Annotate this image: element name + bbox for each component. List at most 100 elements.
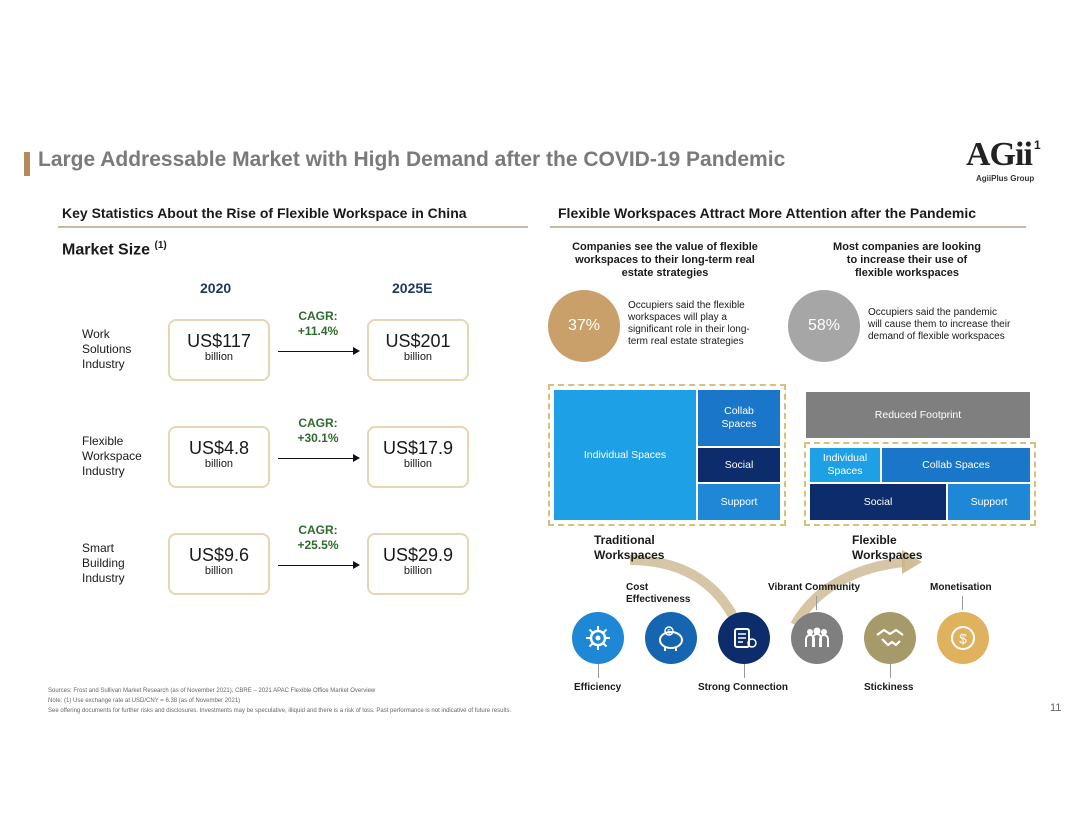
growth-arrow [278, 454, 360, 462]
value-unit: billion [403, 351, 433, 363]
ws-label-line: Workspaces [852, 548, 923, 562]
cagr-value: +25.5% [297, 538, 339, 552]
stat-desc-line: Occupiers said the pandemic [868, 307, 997, 318]
stat-desc-line: Occupiers said the flexible [628, 300, 745, 311]
industry-label-line: Workspace [82, 449, 142, 463]
footnote-disclaimer: See offering documents for further risks… [48, 708, 512, 714]
flexible-workspace-diagram [804, 442, 1036, 526]
efficiency-label: Efficiency [574, 682, 622, 693]
stat-description-1: Occupiers said the flexible workspaces w… [628, 300, 750, 348]
cagr-title: CAGR: [298, 523, 338, 537]
stat-desc-line: demand of flexible workspaces [868, 331, 1005, 342]
flexible-workspaces-label: Flexible Workspaces [852, 533, 922, 563]
value-box-2025: US$201 billion [367, 319, 469, 381]
value-box-2020: US$117 billion [168, 319, 270, 381]
industry-label-line: Building [82, 556, 125, 570]
connector-line [598, 664, 599, 678]
stat-heading-1: Companies see the value of flexible work… [556, 241, 774, 280]
growth-arrow [278, 561, 360, 569]
stat-circle-37: 37% [548, 290, 620, 362]
collab-line: Spaces [721, 418, 757, 430]
left-heading-divider [58, 226, 528, 228]
year-2025-header: 2025E [392, 280, 433, 296]
stat-desc-line: workspaces will play a [628, 312, 727, 323]
strong-connection-label: Strong Connection [698, 682, 788, 693]
value-amount: US$9.6 [188, 545, 250, 565]
value-unit: billion [204, 565, 234, 577]
stat-heading-2: Most companies are looking to increase t… [800, 241, 1014, 280]
industry-label: Flexible Workspace Industry [82, 434, 142, 479]
cagr-value: +11.4% [297, 324, 339, 338]
growth-arrow [278, 347, 360, 355]
traditional-arrow [629, 555, 740, 623]
stat-desc-line: term real estate strategies [628, 336, 744, 347]
stat-heading-line: estate strategies [621, 267, 709, 279]
flexible-arrow [790, 557, 906, 628]
value-amount: US$4.8 [188, 438, 250, 458]
support-block: Support [698, 484, 780, 520]
year-2020-header: 2020 [200, 280, 232, 296]
value-unit: billion [204, 458, 234, 470]
gear-circuit-icon [572, 612, 624, 664]
logo-subtitle: AgiiPlus Group [976, 174, 1035, 183]
company-logo: AGii 1 AgiiPlus Group [960, 136, 1050, 188]
flex-social-block: Social [810, 484, 946, 520]
industry-label-line: Industry [82, 464, 125, 478]
stat-circle-58: 58% [788, 290, 860, 362]
network-device-icon [718, 612, 770, 664]
svg-text:$: $ [959, 631, 967, 647]
logo-text: AGii [966, 136, 1033, 173]
svg-text:$: $ [667, 630, 671, 636]
collab-spaces-block: Collab Spaces [698, 390, 780, 446]
network-device-glyph [734, 628, 757, 648]
footnote-sources: Sources: Frost and Sullivan Market Resea… [48, 688, 376, 694]
ws-label-line: Flexible [852, 533, 897, 547]
gear-circuit-glyph [586, 626, 610, 650]
transition-arrows [629, 550, 922, 628]
connector-line [890, 664, 891, 678]
cost-effectiveness-label: Cost Effectiveness [626, 582, 690, 606]
right-heading-divider [550, 226, 1026, 228]
traditional-workspace-diagram [548, 384, 786, 526]
piggy-bank-glyph: $ [659, 626, 683, 651]
right-section-heading: Flexible Workspaces Attract More Attenti… [558, 205, 977, 221]
stat-heading-line: flexible workspaces [855, 267, 959, 279]
value-box-2020: US$4.8 billion [168, 426, 270, 488]
industry-label: Work Solutions Industry [82, 327, 131, 372]
ws-label-line: Traditional [594, 533, 655, 547]
flex-individual-spaces-block: Individual Spaces [810, 448, 880, 482]
community-icon [791, 612, 843, 664]
industry-label-line: Smart [82, 541, 115, 555]
monetisation-label: Monetisation [930, 582, 992, 593]
value-box-2025: US$17.9 billion [367, 426, 469, 488]
industry-label-line: Work [82, 327, 110, 341]
market-size-label: Market Size (1) [62, 240, 167, 259]
handshake-icon [864, 612, 916, 664]
stat-heading-line: workspaces to their long-term real [575, 254, 755, 266]
flex-collab-spaces-block: Collab Spaces [882, 448, 1030, 482]
handshake-glyph [876, 628, 904, 647]
community-glyph [805, 627, 829, 647]
value-unit: billion [403, 458, 433, 470]
value-box-2020: US$9.6 billion [168, 533, 270, 595]
flex-individual-line: Spaces [827, 465, 863, 477]
title-accent-bar [24, 152, 30, 176]
value-unit: billion [403, 565, 433, 577]
stat-heading-line: Most companies are looking [833, 241, 981, 253]
value-amount: US$29.9 [382, 545, 454, 565]
collab-line: Collab [724, 405, 754, 417]
value-amount: US$17.9 [382, 438, 454, 458]
social-block: Social [698, 448, 780, 482]
stat-desc-line: will cause them to increase their [868, 319, 1011, 330]
connector-line [744, 664, 745, 678]
connector-line [816, 596, 817, 610]
stat-heading-line: to increase their use of [846, 254, 968, 266]
dollar-coin-icon: $ [937, 612, 989, 664]
traditional-workspaces-label: Traditional Workspaces [594, 533, 664, 563]
connector-line [962, 596, 963, 610]
industry-label-line: Industry [82, 571, 125, 585]
cagr-label: CAGR: +11.4% [278, 309, 358, 339]
cagr-label: CAGR: +30.1% [278, 416, 358, 446]
stat-description-2: Occupiers said the pandemic will cause t… [868, 307, 1010, 343]
value-unit: billion [204, 351, 234, 363]
